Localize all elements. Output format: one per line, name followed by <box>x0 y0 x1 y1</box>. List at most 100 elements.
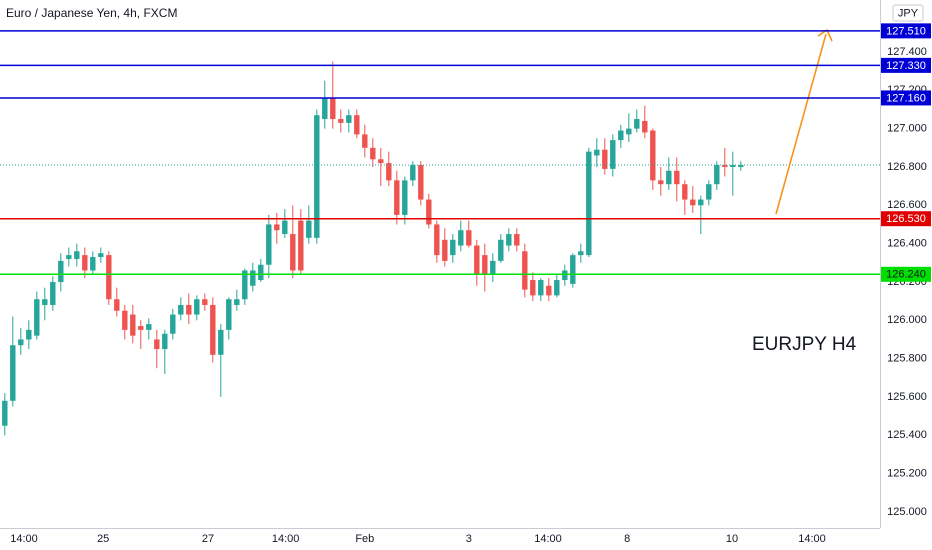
y-tick-label: 127.400 <box>887 46 927 58</box>
x-tick-label: 14:00 <box>798 533 826 545</box>
candle-body <box>570 255 576 284</box>
x-tick-label: 14:00 <box>534 533 562 545</box>
annotation: EURJPY H4 <box>752 334 857 355</box>
level-label: 127.510 <box>886 25 926 37</box>
candle-body <box>90 257 96 271</box>
candle-body <box>218 329 224 355</box>
x-tick-label: 14:00 <box>272 533 300 545</box>
plot <box>0 61 880 436</box>
candle-body <box>266 224 272 265</box>
y-tick-label: 126.600 <box>887 199 927 211</box>
candle-body <box>58 260 64 282</box>
candle-body <box>66 255 72 259</box>
candle-body <box>210 304 216 355</box>
candle-body <box>682 184 688 200</box>
candle-body <box>50 281 56 305</box>
x-tick-label: Feb <box>355 533 374 545</box>
level-label: 127.160 <box>886 92 926 104</box>
level-label-box <box>881 211 931 227</box>
candle-body <box>34 299 40 336</box>
currency-box[interactable] <box>892 4 924 22</box>
level-label: 127.330 <box>886 60 926 72</box>
candle-body <box>106 255 112 300</box>
candle-body <box>370 147 376 160</box>
candle-body <box>738 165 744 167</box>
candle-body <box>466 230 472 246</box>
candle-body <box>122 310 128 330</box>
candle-body <box>714 165 720 185</box>
candle-body <box>498 239 504 261</box>
candle-body <box>618 130 624 141</box>
y-tick-label: 126.000 <box>887 314 927 326</box>
candle-body <box>386 163 392 181</box>
candle-body <box>458 230 464 246</box>
candle-body <box>394 180 400 215</box>
candle-body <box>178 304 184 315</box>
candle-body <box>674 170 680 185</box>
y-tick-label: 126.800 <box>887 161 927 173</box>
candle-body <box>666 170 672 185</box>
candle-body <box>378 159 384 164</box>
candle-body <box>442 239 448 261</box>
candle-body <box>594 149 600 156</box>
candle-body <box>530 280 536 296</box>
candle-body <box>634 119 640 129</box>
candle-body <box>354 115 360 135</box>
candle-body <box>610 140 616 169</box>
candle-body <box>250 270 256 286</box>
candle-body <box>522 251 528 290</box>
candle-body <box>226 299 232 330</box>
candle-body <box>450 239 456 256</box>
candle-body <box>362 134 368 148</box>
x-tick-label: 27 <box>202 533 214 545</box>
arrow-head <box>817 28 833 42</box>
candle-body <box>130 314 136 336</box>
x-tick-label: 3 <box>466 533 472 545</box>
candle-body <box>602 149 608 169</box>
level-label: 126.530 <box>886 213 926 225</box>
candle-body <box>274 224 280 231</box>
y-tick-label: 125.400 <box>887 429 927 441</box>
y-tick-label: 125.800 <box>887 353 927 365</box>
candle-body <box>346 115 352 123</box>
candle-body <box>730 165 736 167</box>
candle-body <box>194 299 200 315</box>
candle-body <box>338 119 344 123</box>
candle-body <box>586 151 592 256</box>
candle-body <box>538 280 544 296</box>
y-tick-label: 125.600 <box>887 391 927 403</box>
candle-body <box>506 234 512 246</box>
candle-body <box>514 234 520 246</box>
candle-body <box>162 333 168 350</box>
candle-body <box>690 199 696 206</box>
candle-body <box>626 128 632 135</box>
candle-body <box>258 264 264 281</box>
x-tick-label: 10 <box>726 533 738 545</box>
candle-body <box>650 130 656 181</box>
candle-body <box>722 165 728 167</box>
candle-body <box>482 255 488 275</box>
level-label: 126.240 <box>886 269 926 281</box>
candle-body <box>474 245 480 275</box>
y-tick-label: 125.200 <box>887 468 927 480</box>
x-tick-label: 25 <box>97 533 109 545</box>
candle-body <box>418 165 424 200</box>
candle-body <box>114 299 120 311</box>
level-label-box <box>881 57 931 73</box>
candle-body <box>402 180 408 215</box>
candle-body <box>170 314 176 334</box>
y-tick-label: 125.000 <box>887 506 927 518</box>
candle-body <box>298 220 304 271</box>
candle-body <box>234 299 240 305</box>
candle-body <box>706 184 712 200</box>
currency[interactable]: JPY <box>898 7 919 19</box>
candle-body <box>18 339 24 346</box>
candle-body <box>330 97 336 120</box>
candle-body <box>426 199 432 225</box>
level-label-box <box>881 23 931 39</box>
candle-body <box>82 255 88 271</box>
x-tick-label: 8 <box>624 533 630 545</box>
candle-body <box>2 400 8 426</box>
candle-body <box>282 220 288 235</box>
